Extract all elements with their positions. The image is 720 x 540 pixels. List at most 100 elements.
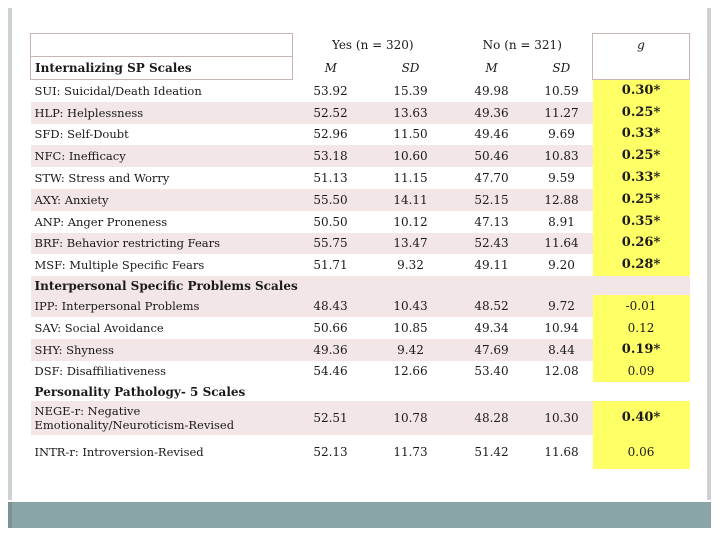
cell-no-sd: 8.44 bbox=[530, 338, 593, 361]
cell-effect-g: 0.33* bbox=[592, 123, 690, 146]
cell-effect-g: 0.09 bbox=[592, 360, 690, 383]
section-title: Interpersonal Specific Problems Scales bbox=[30, 276, 690, 296]
cell-effect-g: -0.01 bbox=[592, 295, 690, 317]
row-label: NEGE-r: Negative Emotionality/Neuroticis… bbox=[30, 401, 293, 436]
cell-yes-mean: 50.66 bbox=[292, 316, 369, 339]
cell-no-mean: 52.43 bbox=[452, 232, 531, 255]
table-row: SUI: Suicidal/Death Ideation 53.92 15.39 49… bbox=[30, 79, 690, 102]
slide-frame-left bbox=[8, 8, 12, 500]
cell-yes-sd: 11.73 bbox=[368, 435, 453, 470]
table-row: STW: Stress and Worry 51.13 11.15 47.70 9.59… bbox=[30, 167, 690, 189]
cell-no-sd: 10.59 bbox=[530, 79, 593, 102]
cell-no-sd: 8.91 bbox=[530, 210, 593, 233]
cell-no-mean: 49.46 bbox=[452, 123, 531, 146]
table-row: HLP: Helplessness 52.52 13.63 49.36 11.27 0.2… bbox=[30, 101, 690, 124]
cell-yes-mean: 52.52 bbox=[292, 101, 369, 124]
cell-no-sd: 12.08 bbox=[530, 360, 593, 383]
header-no-sd: SD bbox=[530, 56, 593, 80]
cell-no-mean: 48.28 bbox=[452, 401, 531, 436]
table-row: MSF: Multiple Specific Fears 51.71 9.32 49.… bbox=[30, 254, 690, 277]
row-label: NFC: Inefficacy bbox=[30, 145, 293, 168]
cell-yes-mean: 55.75 bbox=[292, 232, 369, 255]
row-label: SFD: Self-Doubt bbox=[30, 123, 293, 146]
row-label: HLP: Helplessness bbox=[30, 101, 293, 124]
slide-frame-right bbox=[707, 8, 711, 500]
cell-no-sd: 10.83 bbox=[530, 145, 593, 168]
header-stub-label: Internalizing SP Scales bbox=[30, 56, 293, 80]
header-effect-g: g bbox=[592, 33, 691, 80]
row-label: BRF: Behavior restricting Fears bbox=[30, 232, 293, 255]
cell-effect-g: 0.33* bbox=[592, 167, 690, 189]
cell-effect-g: 0.12 bbox=[592, 316, 690, 339]
table-row: NEGE-r: Negative Emotionality/Neuroticis… bbox=[30, 401, 690, 436]
cell-no-sd: 11.27 bbox=[530, 101, 593, 124]
cell-no-mean: 53.40 bbox=[452, 360, 531, 383]
cell-yes-sd: 10.78 bbox=[368, 401, 453, 436]
cell-yes-mean: 52.96 bbox=[292, 123, 369, 146]
cell-effect-g: 0.28* bbox=[592, 254, 690, 277]
header-group-yes: Yes (n = 320) bbox=[292, 33, 453, 57]
cell-yes-sd: 9.42 bbox=[368, 338, 453, 361]
cell-yes-sd: 10.12 bbox=[368, 210, 453, 233]
cell-yes-mean: 51.13 bbox=[292, 167, 369, 189]
cell-no-mean: 50.46 bbox=[452, 145, 531, 168]
header-no-m: M bbox=[452, 56, 531, 80]
header-row-groups: Yes (n = 320) No (n = 321) g bbox=[30, 33, 691, 80]
table-row: SAV: Social Avoidance 50.66 10.85 49.34 10.9… bbox=[30, 316, 690, 339]
cell-no-mean: 49.11 bbox=[452, 254, 531, 277]
cell-effect-g: 0.30* bbox=[592, 79, 690, 102]
row-label: AXY: Anxiety bbox=[30, 188, 293, 211]
slide-footer-bar bbox=[8, 502, 711, 528]
cell-effect-g: 0.35* bbox=[592, 210, 690, 233]
row-label: SUI: Suicidal/Death Ideation bbox=[30, 79, 293, 102]
cell-no-mean: 49.36 bbox=[452, 101, 531, 124]
cell-yes-mean: 55.50 bbox=[292, 188, 369, 211]
cell-no-sd: 12.88 bbox=[530, 188, 593, 211]
table-row: SFD: Self-Doubt 52.96 11.50 49.46 9.69 0.33* bbox=[30, 123, 690, 146]
cell-yes-sd: 13.63 bbox=[368, 101, 453, 124]
cell-yes-sd: 10.85 bbox=[368, 316, 453, 339]
cell-no-mean: 49.98 bbox=[452, 79, 531, 102]
cell-no-mean: 52.15 bbox=[452, 188, 531, 211]
cell-no-mean: 48.52 bbox=[452, 295, 531, 317]
row-label: MSF: Multiple Specific Fears bbox=[30, 254, 293, 277]
table-row: DSF: Disaffiliativeness 54.46 12.66 53.40 12… bbox=[30, 360, 690, 383]
cell-effect-g: 0.06 bbox=[592, 435, 690, 470]
cell-yes-mean: 50.50 bbox=[292, 210, 369, 233]
row-label: DSF: Disaffiliativeness bbox=[30, 360, 293, 383]
header-row-stats: Internalizing SP Scales M SD M SD bbox=[30, 56, 690, 80]
cell-effect-g: 0.40* bbox=[592, 401, 690, 436]
table-row: SHY: Shyness 49.36 9.42 47.69 8.44 0.19* bbox=[30, 338, 690, 361]
cell-yes-mean: 53.18 bbox=[292, 145, 369, 168]
row-label: IPP: Interpersonal Problems bbox=[30, 295, 293, 317]
cell-yes-mean: 49.36 bbox=[292, 338, 369, 361]
table-row: AXY: Anxiety 55.50 14.11 52.15 12.88 0.25* bbox=[30, 188, 690, 211]
cell-no-sd: 11.68 bbox=[530, 435, 593, 470]
row-label: SAV: Social Avoidance bbox=[30, 316, 293, 339]
cell-yes-sd: 13.47 bbox=[368, 232, 453, 255]
cell-no-mean: 47.70 bbox=[452, 167, 531, 189]
row-label: SHY: Shyness bbox=[30, 338, 293, 361]
cell-effect-g: 0.25* bbox=[592, 145, 690, 168]
table-row: ANP: Anger Proneness 50.50 10.12 47.13 8.91 0… bbox=[30, 210, 690, 233]
cell-yes-sd: 11.50 bbox=[368, 123, 453, 146]
cell-yes-mean: 54.46 bbox=[292, 360, 369, 383]
table-row: INTR-r: Introversion-Revised 52.13 11.73 51… bbox=[30, 435, 690, 470]
slide-footer-cap bbox=[8, 502, 12, 528]
cell-no-sd: 9.69 bbox=[530, 123, 593, 146]
cell-yes-sd: 10.60 bbox=[368, 145, 453, 168]
cell-no-sd: 9.20 bbox=[530, 254, 593, 277]
section-header: Personality Pathology- 5 Scales bbox=[30, 382, 690, 402]
row-label: ANP: Anger Proneness bbox=[30, 210, 293, 233]
cell-yes-mean: 48.43 bbox=[292, 295, 369, 317]
cell-yes-mean: 53.92 bbox=[292, 79, 369, 102]
cell-yes-sd: 10.43 bbox=[368, 295, 453, 317]
table-row: BRF: Behavior restricting Fears 55.75 13.4… bbox=[30, 232, 690, 255]
results-table: Yes (n = 320) No (n = 321) g Internalizi… bbox=[30, 33, 691, 470]
cell-no-sd: 9.72 bbox=[530, 295, 593, 317]
cell-effect-g: 0.25* bbox=[592, 188, 690, 211]
section-title: Personality Pathology- 5 Scales bbox=[30, 382, 690, 402]
cell-no-sd: 9.59 bbox=[530, 167, 593, 189]
cell-yes-sd: 12.66 bbox=[368, 360, 453, 383]
cell-no-mean: 49.34 bbox=[452, 316, 531, 339]
